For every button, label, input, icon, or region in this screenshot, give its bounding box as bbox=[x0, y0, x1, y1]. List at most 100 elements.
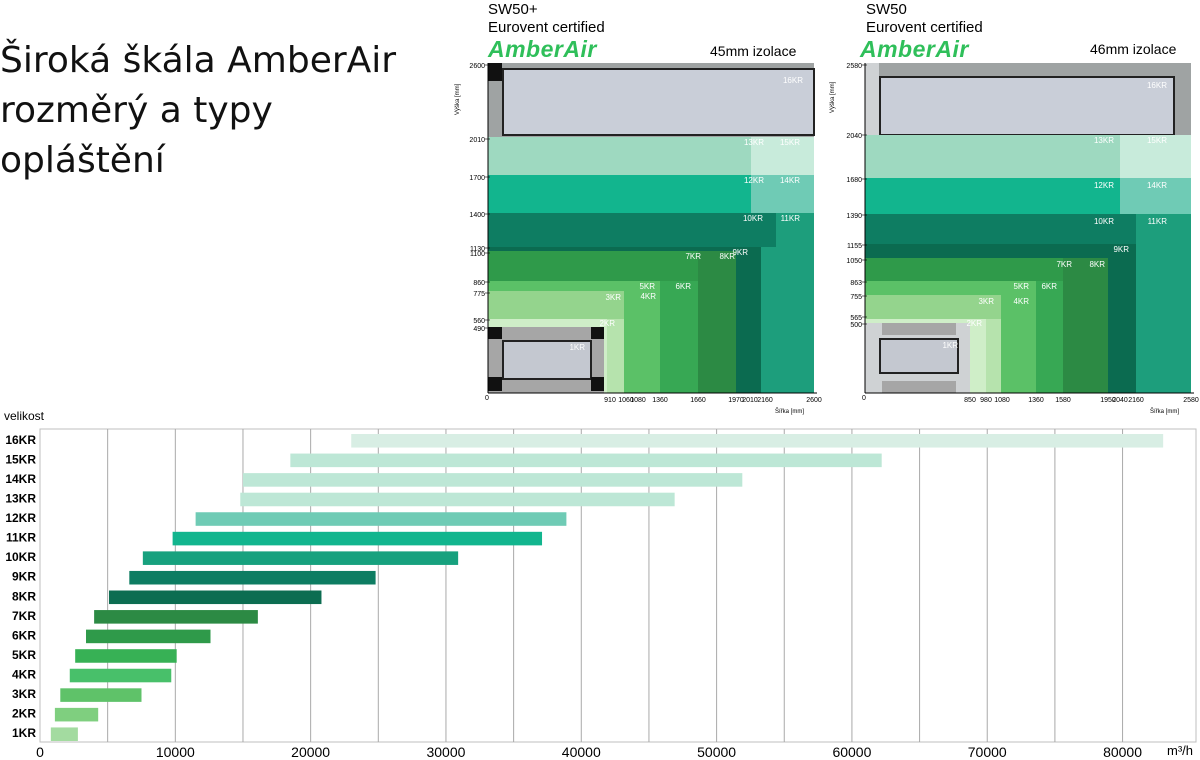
panel2-origin: 0 bbox=[862, 395, 866, 402]
headline: Široká škála AmberAir rozměrý a typy opl… bbox=[0, 36, 420, 186]
zone-label: 15KR bbox=[780, 138, 800, 147]
panel2-model: SW50 bbox=[866, 1, 907, 18]
y-tick-label: 565 bbox=[850, 315, 862, 322]
category-label: 16KR bbox=[5, 433, 36, 447]
x-tick-label: 910 bbox=[604, 397, 616, 404]
category-label: 3KR bbox=[12, 687, 36, 701]
y-tick-label: 1390 bbox=[846, 213, 862, 220]
y-tick-label: 860 bbox=[473, 280, 485, 287]
y-tick-label: 500 bbox=[850, 322, 862, 329]
y-tick-label: 560 bbox=[473, 318, 485, 325]
zone-label: 12KR bbox=[744, 176, 764, 185]
zone-label: 10KR bbox=[1094, 217, 1114, 226]
range-bar-6kr bbox=[86, 629, 211, 644]
zone-label: 10KR bbox=[743, 214, 763, 223]
panel1-size-diagram: 16KR 13KR 15KR 12KR 14KR 10KR 11KR 9KR 7KR 8KR 5KR… bbox=[455, 63, 822, 415]
zone-label: 11KR bbox=[781, 214, 801, 223]
category-label: 14KR bbox=[5, 472, 36, 486]
x-tick-label: 10000 bbox=[156, 744, 195, 760]
y-tick-label: 1130 bbox=[470, 246, 485, 253]
x-tick-label: 30000 bbox=[426, 744, 465, 760]
x-tick-label: 70000 bbox=[968, 744, 1007, 760]
x-tick-label: 2160 bbox=[1128, 397, 1144, 404]
zone-label: 1KR bbox=[942, 341, 958, 350]
zone-label: 15KR bbox=[1147, 136, 1167, 145]
x-tick-label: 2010 bbox=[742, 397, 758, 404]
zone-label: 2KR bbox=[966, 319, 982, 328]
panel2-ylabel: Výška [mm] bbox=[830, 81, 836, 113]
zone-label: 2KR bbox=[599, 319, 615, 328]
panel1-xlabel: Šířka [mm] bbox=[775, 408, 804, 415]
category-label: 2KR bbox=[12, 707, 36, 721]
panel2-cert: Eurovent certified bbox=[866, 19, 983, 36]
x-tick-label: 2160 bbox=[757, 397, 773, 404]
x-tick-label: 850 bbox=[964, 397, 976, 404]
zone-label: 9KR bbox=[732, 248, 748, 257]
x-tick-label: 2580 bbox=[1183, 397, 1199, 404]
x-tick-label: 1970 bbox=[728, 397, 744, 404]
zone-label: 1KR bbox=[569, 343, 585, 352]
zone-label: 7KR bbox=[1056, 260, 1072, 269]
zone-label: 5KR bbox=[639, 282, 655, 291]
zone-label: 16KR bbox=[1147, 81, 1167, 90]
zone-label: 14KR bbox=[780, 176, 800, 185]
headline-line-2: rozměrý a typy bbox=[0, 90, 273, 131]
chart-ylabel: velikost bbox=[4, 409, 45, 423]
x-tick-label: 1360 bbox=[1028, 397, 1044, 404]
y-tick-label: 1100 bbox=[470, 251, 485, 258]
headline-line-1: Široká škála AmberAir bbox=[0, 40, 397, 81]
range-bar-2kr bbox=[54, 707, 99, 722]
panel1-ylabel: Výška [mm] bbox=[455, 83, 461, 115]
panel2-insulation: 46mm izolace bbox=[1090, 41, 1177, 57]
y-tick-label: 2580 bbox=[846, 63, 862, 70]
x-tick-label: 1950 bbox=[1100, 397, 1116, 404]
category-label: 1KR bbox=[12, 726, 36, 740]
range-bar-13kr bbox=[240, 492, 675, 507]
category-label: 10KR bbox=[5, 550, 36, 564]
zone-label: 5KR bbox=[1013, 282, 1029, 291]
y-tick-label: 1700 bbox=[469, 175, 485, 182]
y-tick-label: 1050 bbox=[846, 258, 862, 265]
x-tick-label: 1580 bbox=[1055, 397, 1071, 404]
category-label: 13KR bbox=[5, 491, 36, 505]
category-label: 11KR bbox=[6, 531, 36, 545]
range-bar-7kr bbox=[94, 610, 258, 624]
zone-label: 14KR bbox=[1147, 181, 1167, 190]
x-tick-label: 1360 bbox=[652, 397, 668, 404]
y-tick-label: 1155 bbox=[847, 243, 862, 250]
range-bar-4kr bbox=[69, 668, 172, 683]
panel1-logo: AmberAir bbox=[488, 36, 597, 62]
panel2-xlabel: Šířka [mm] bbox=[1150, 408, 1179, 415]
airflow-range-chart: velikost 16KR 15KR 14KR 13KR 12KR 11KR 10KR 9KR… bbox=[4, 409, 1197, 760]
x-tick-label: 1080 bbox=[630, 397, 646, 404]
range-bar-8kr bbox=[109, 590, 322, 605]
zone-label: 11KR bbox=[1148, 217, 1168, 226]
x-tick-label: 1080 bbox=[994, 397, 1010, 404]
zone-label: 9KR bbox=[1113, 245, 1129, 254]
x-tick-label: 1060 bbox=[618, 397, 634, 404]
panel2-size-diagram: 16KR 13KR 15KR 12KR 14KR 10KR 11KR 9KR 7KR 8KR 5KR… bbox=[830, 63, 1199, 415]
range-bar-14kr bbox=[242, 473, 743, 487]
zone-label: 7KR bbox=[685, 252, 701, 261]
zone-label: 12KR bbox=[1094, 181, 1114, 190]
panel1-insulation: 45mm izolace bbox=[710, 43, 797, 59]
zone-label: 4KR bbox=[1013, 297, 1029, 306]
x-tick-label: 20000 bbox=[291, 744, 330, 760]
y-tick-label: 775 bbox=[473, 291, 485, 298]
range-bar-15kr bbox=[290, 453, 882, 468]
zone-label: 6KR bbox=[675, 282, 691, 291]
headline-line-3: opláštění bbox=[0, 140, 165, 181]
category-label: 5KR bbox=[12, 648, 36, 662]
x-tick-label: 1660 bbox=[690, 397, 706, 404]
x-tick-label: 2600 bbox=[806, 397, 822, 404]
x-tick-label: 80000 bbox=[1103, 744, 1142, 760]
y-tick-label: 2600 bbox=[469, 63, 485, 70]
y-tick-label: 863 bbox=[850, 280, 862, 287]
zone-label: 13KR bbox=[1094, 136, 1114, 145]
x-tick-label: 50000 bbox=[697, 744, 736, 760]
y-tick-label: 490 bbox=[473, 326, 485, 333]
category-label: 4KR bbox=[12, 668, 36, 682]
range-bar-10kr bbox=[142, 551, 459, 565]
x-tick-label: 2040 bbox=[1112, 397, 1128, 404]
category-label: 6KR bbox=[12, 628, 36, 642]
